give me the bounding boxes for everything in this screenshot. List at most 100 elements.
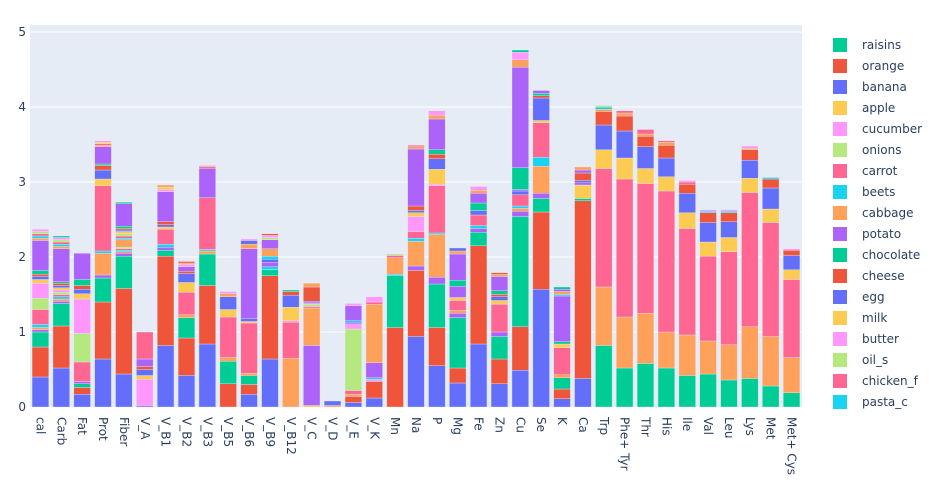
bar-V_B6[interactable] [240, 238, 258, 408]
bar-segment[interactable] [657, 190, 675, 333]
bar-segment[interactable] [407, 216, 425, 232]
bar-segment[interactable] [261, 266, 279, 270]
bar-segment[interactable] [657, 367, 675, 408]
legend-item-raisins[interactable]: raisins [833, 38, 901, 52]
bar-segment[interactable] [115, 226, 133, 229]
bar-segment[interactable] [198, 285, 216, 345]
bar-segment[interactable] [720, 379, 738, 408]
bar-segment[interactable] [595, 286, 613, 346]
bar-segment[interactable] [449, 382, 467, 408]
bar-segment[interactable] [678, 193, 696, 213]
bar-segment[interactable] [449, 310, 467, 314]
bar-K[interactable] [553, 286, 571, 408]
bar-segment[interactable] [616, 157, 634, 180]
bar-segment[interactable] [31, 329, 50, 333]
bar-segment[interactable] [157, 250, 175, 257]
bar-segment[interactable] [657, 176, 675, 192]
legend-item-egg[interactable]: egg [833, 290, 885, 304]
bar-segment[interactable] [365, 362, 383, 378]
bar-Leu[interactable] [720, 209, 738, 408]
bar-Mg[interactable] [449, 247, 467, 408]
bar-segment[interactable] [136, 379, 154, 406]
bar-segment[interactable] [428, 185, 446, 234]
bar-segment[interactable] [553, 291, 571, 295]
bar-segment[interactable] [282, 358, 300, 408]
bar-segment[interactable] [261, 358, 279, 408]
bar-segment[interactable] [52, 325, 70, 369]
bar-segment[interactable] [469, 245, 488, 345]
bar-segment[interactable] [31, 331, 50, 348]
bar-segment[interactable] [553, 347, 571, 375]
bar-segment[interactable] [73, 289, 91, 294]
bar-V_K[interactable] [365, 296, 383, 408]
bar-segment[interactable] [407, 210, 425, 213]
bar-segment[interactable] [136, 331, 154, 360]
bar-segment[interactable] [52, 246, 70, 249]
bar-segment[interactable] [282, 291, 300, 296]
bar-segment[interactable] [407, 145, 425, 147]
bar-segment[interactable] [782, 255, 801, 270]
bar-segment[interactable] [386, 255, 404, 258]
bar-segment[interactable] [219, 309, 237, 318]
bar-segment[interactable] [177, 314, 196, 318]
bar-segment[interactable] [532, 166, 550, 194]
bar-segment[interactable] [511, 190, 529, 195]
legend-item-milk[interactable]: milk [833, 311, 887, 325]
bar-Ca[interactable] [574, 166, 592, 408]
bar-segment[interactable] [198, 250, 216, 255]
bar-segment[interactable] [157, 191, 175, 222]
bar-segment[interactable] [553, 295, 571, 342]
bar-segment[interactable] [94, 169, 112, 180]
bar-segment[interactable] [240, 244, 258, 249]
bar-segment[interactable] [344, 328, 363, 391]
bar-segment[interactable] [136, 366, 154, 370]
bar-segment[interactable] [115, 203, 133, 227]
bar-segment[interactable] [616, 178, 634, 318]
bar-segment[interactable] [636, 129, 655, 135]
bar-segment[interactable] [219, 296, 237, 310]
bar-segment[interactable] [678, 181, 696, 185]
legend-item-onions[interactable]: onions [833, 143, 901, 157]
bar-segment[interactable] [177, 273, 196, 283]
bar-segment[interactable] [303, 286, 321, 302]
bar-segment[interactable] [678, 212, 696, 229]
legend-item-oil_s[interactable]: oil_s [833, 353, 888, 367]
bar-segment[interactable] [177, 266, 196, 272]
bar-segment[interactable] [219, 361, 237, 384]
legend-item-butter[interactable]: butter [833, 332, 899, 346]
bar-segment[interactable] [428, 365, 446, 408]
bar-segment[interactable] [115, 235, 133, 239]
bar-segment[interactable] [344, 394, 363, 397]
bar-segment[interactable] [115, 239, 133, 248]
bar-segment[interactable] [595, 105, 613, 108]
bar-segment[interactable] [449, 286, 467, 298]
bar-segment[interactable] [532, 95, 550, 99]
bar-segment[interactable] [52, 292, 70, 295]
bar-segment[interactable] [553, 343, 571, 348]
bar-segment[interactable] [699, 340, 717, 375]
bar-segment[interactable] [678, 180, 696, 183]
bar-segment[interactable] [198, 197, 216, 250]
bar-segment[interactable] [511, 49, 529, 53]
bar-segment[interactable] [532, 122, 550, 158]
bar-segment[interactable] [261, 259, 279, 263]
bar-segment[interactable] [616, 316, 634, 369]
bar-segment[interactable] [282, 295, 300, 308]
bar-segment[interactable] [469, 228, 488, 233]
bar-segment[interactable] [115, 253, 133, 257]
bar-segment[interactable] [741, 192, 759, 327]
bar-segment[interactable] [177, 375, 196, 408]
bar-segment[interactable] [177, 282, 196, 293]
bar-Ile[interactable] [678, 180, 696, 408]
bar-Lys[interactable] [741, 145, 759, 408]
bar-segment[interactable] [136, 358, 154, 367]
bar-segment[interactable] [386, 275, 404, 328]
bar-segment[interactable] [261, 262, 279, 267]
bar-segment[interactable] [94, 274, 112, 279]
bar-segment[interactable] [532, 198, 550, 213]
bar-segment[interactable] [449, 313, 467, 318]
bar-segment[interactable] [532, 90, 550, 94]
bar-V_B2[interactable] [177, 261, 196, 408]
bar-segment[interactable] [219, 383, 237, 408]
bar-segment[interactable] [553, 374, 571, 378]
